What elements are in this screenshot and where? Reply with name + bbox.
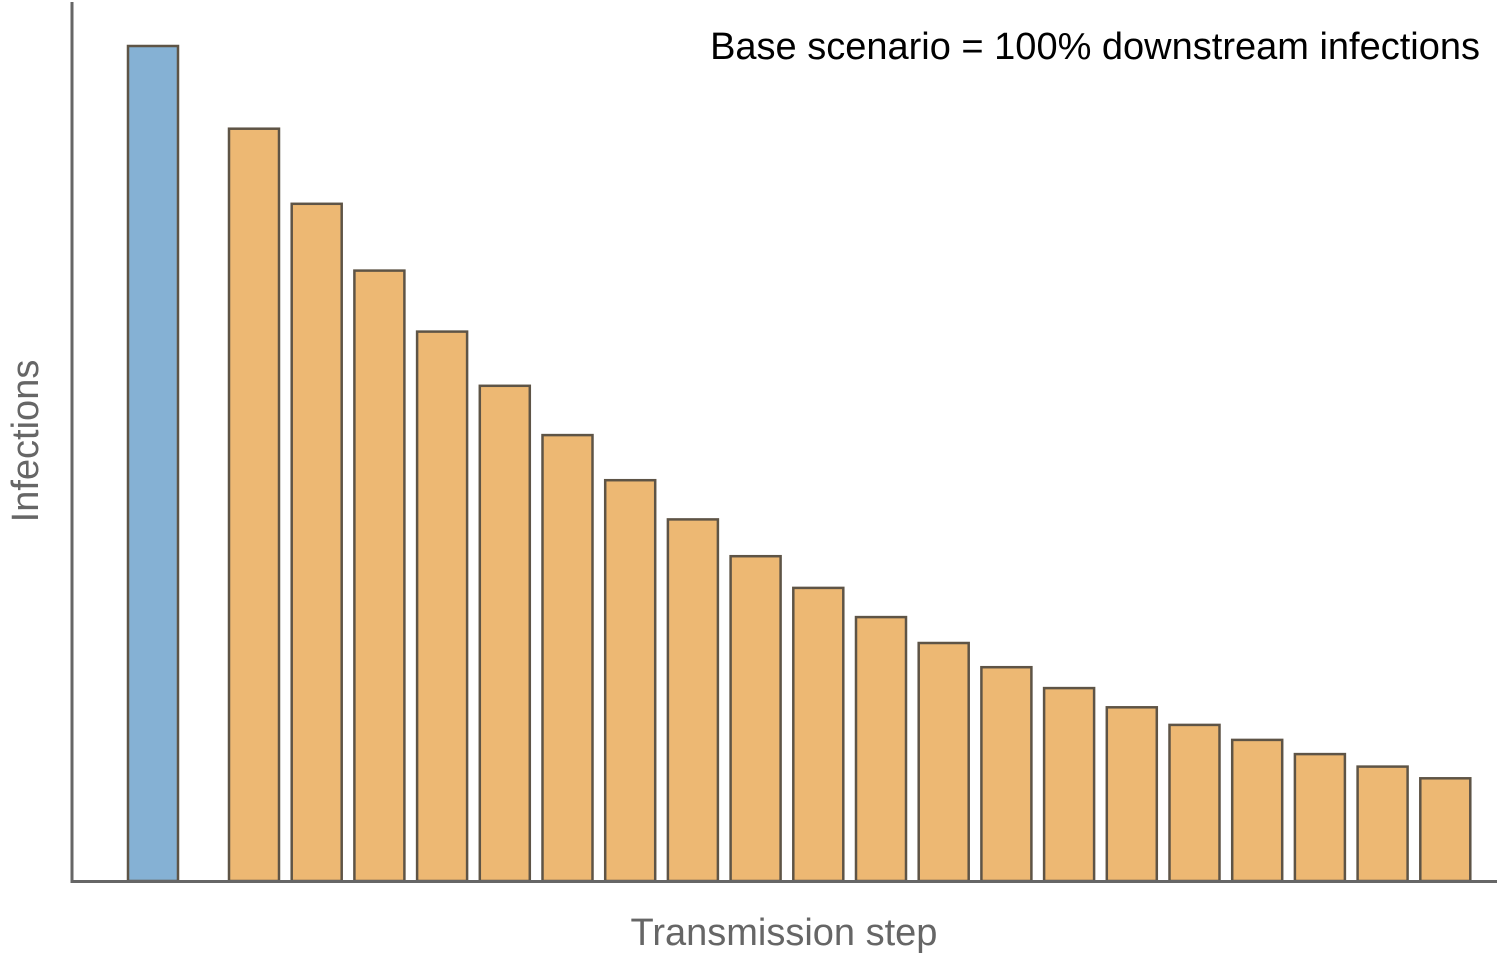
bar-downstream-4 [415, 330, 469, 883]
bar-downstream-9 [729, 554, 782, 883]
bar-downstream-20 [1419, 777, 1472, 883]
bar-downstream-10 [792, 586, 845, 883]
bar-downstream-7 [603, 478, 657, 883]
bar-downstream-14 [1042, 686, 1096, 883]
bar-downstream-12 [917, 641, 970, 883]
bar-downstream-18 [1293, 752, 1347, 883]
base-scenario-annotation: Base scenario = 100% downstream infectio… [710, 26, 1480, 68]
bar-downstream-17 [1230, 738, 1284, 883]
bar-downstream-11 [854, 615, 908, 883]
bar-downstream-13 [980, 665, 1033, 883]
bar-downstream-15 [1105, 706, 1159, 883]
bar-downstream-19 [1356, 765, 1409, 883]
x-axis-label: Transmission step [631, 912, 938, 954]
bar-base [126, 44, 180, 883]
bar-downstream-2 [290, 202, 343, 883]
bars-group [126, 44, 1472, 883]
bar-downstream-8 [666, 518, 720, 883]
y-axis-label: Infections [5, 360, 47, 523]
bar-downstream-6 [541, 433, 594, 883]
bar-downstream-3 [353, 269, 406, 883]
bar-downstream-5 [478, 384, 532, 883]
bar-downstream-16 [1168, 723, 1221, 883]
bar-downstream-1 [227, 127, 281, 883]
